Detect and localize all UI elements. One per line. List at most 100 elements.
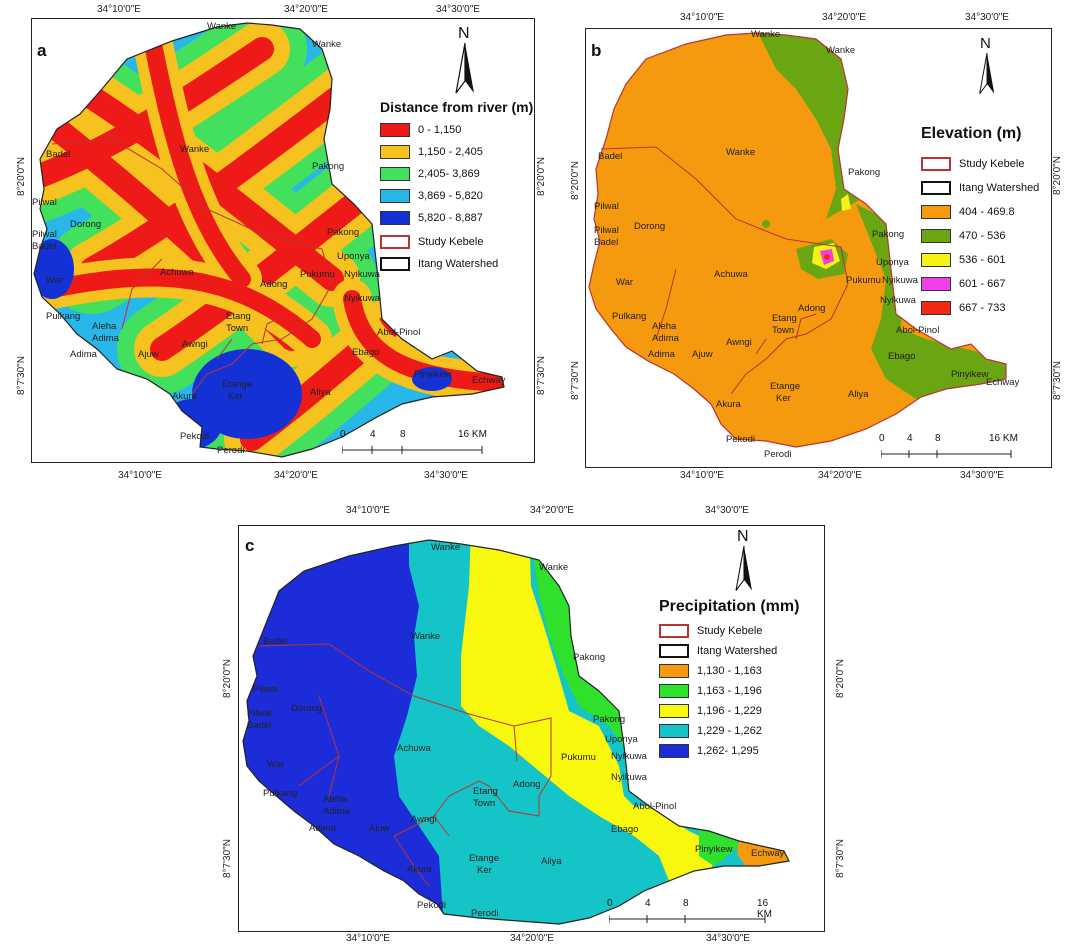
place-label: Awngi [182, 339, 208, 350]
place-label: Ker [776, 393, 791, 404]
place-label: Wanke [539, 562, 569, 573]
place-label: Abol-Pinol [896, 325, 940, 336]
place-label: Pinyikew [695, 844, 733, 855]
place-label: Pinyikew [951, 369, 989, 380]
legend-swatch [380, 257, 410, 271]
precipitation-map [242, 539, 790, 925]
place-label: Wanke [751, 29, 781, 40]
coord-label: 8°20'0"N [222, 659, 233, 698]
place-label: Achuwa [714, 269, 748, 280]
legend-item: 1,130 - 1,163 [659, 664, 762, 678]
coord-label: 34°20'0"E [818, 470, 862, 481]
place-label: Nyikuwa [344, 293, 380, 304]
place-label: Aleha [652, 321, 677, 332]
place-label: Ajuw [138, 349, 159, 360]
legend-swatch [921, 301, 951, 315]
place-label: Wanke [411, 631, 441, 642]
place-label: Pakong [872, 229, 905, 240]
place-label: Achuwa [160, 267, 194, 278]
coord-label: 34°20'0"E [530, 505, 574, 516]
map-panel-b: b N Elevation (m) Study Kebele Itang Wat… [585, 28, 1052, 468]
legend-title-c: Precipitation (mm) [659, 598, 800, 615]
place-label: Aliya [310, 387, 331, 398]
place-label: Adong [798, 303, 826, 314]
place-label: Pulkang [46, 311, 81, 322]
place-label: Pukumu [561, 752, 596, 763]
legend-item: 1,262- 1,295 [659, 744, 759, 758]
place-label: Akura [716, 399, 741, 410]
legend-swatch [380, 167, 410, 181]
place-label: Pulkang [263, 788, 298, 799]
legend-item: 1,150 - 2,405 [380, 145, 483, 159]
place-label: Dorong [291, 703, 323, 714]
place-label: Pilwal [594, 201, 619, 212]
legend-swatch [659, 684, 689, 698]
legend-title-a: Distance from river (m) [380, 99, 534, 115]
map-panel-c: c N Precipitation (mm) Study Kebele Itan… [238, 525, 825, 932]
place-label: Uponya [337, 251, 370, 262]
place-label: Wanke [207, 21, 237, 32]
legend-swatch [659, 644, 689, 658]
place-label: Adima [70, 349, 97, 360]
coord-label: 8°7'30"N [570, 361, 581, 400]
place-label: Badel [594, 237, 619, 248]
place-label: Adima [648, 349, 675, 360]
place-label: Ker [228, 391, 243, 402]
coord-label: 8°20'0"N [835, 659, 846, 698]
legend-swatch [659, 704, 689, 718]
legend-swatch [380, 235, 410, 249]
place-label: Abol-Pinol [377, 327, 421, 338]
coord-label: 8°20'0"N [536, 157, 547, 196]
place-label: Pilwal [594, 225, 619, 236]
north-arrow-icon: N [972, 35, 1002, 95]
panel-label-b: b [591, 41, 602, 60]
legend-title-b: Elevation (m) [921, 125, 1022, 142]
coord-label: 34°30'0"E [965, 12, 1009, 23]
place-label: Etang [772, 313, 797, 324]
place-label: Pukumu [300, 269, 335, 280]
place-label: Pilwal [32, 197, 57, 208]
place-label: Town [473, 798, 496, 809]
legend-item: 3,869 - 5,820 [380, 189, 483, 203]
place-label: Aleha [92, 321, 117, 332]
scale-bar: 0 4 8 16 KM [607, 898, 772, 923]
legend-item: 601 - 667 [921, 277, 1005, 291]
legend-item: 667 - 733 [921, 301, 1005, 315]
legend-swatch [380, 123, 410, 137]
place-label: Echway [986, 377, 1020, 388]
place-label: Awngi [726, 337, 752, 348]
legend-swatch [380, 211, 410, 225]
legend-item: 2,405- 3,869 [380, 167, 480, 181]
coord-label: 8°7'30"N [835, 839, 846, 878]
place-label: Perodi [217, 445, 245, 456]
place-label: Pekodi [417, 900, 447, 911]
coord-label: 34°10'0"E [680, 470, 724, 481]
place-label: Town [226, 323, 249, 334]
legend-swatch [380, 189, 410, 203]
coord-label: 34°20'0"E [284, 4, 328, 15]
place-label: Pinyikew [414, 369, 452, 380]
north-arrow-icon: N [450, 25, 480, 95]
place-label: Badel [32, 241, 57, 252]
legend-swatch [659, 624, 689, 638]
legend-swatch [921, 229, 951, 243]
legend-swatch [380, 145, 410, 159]
legend-swatch [921, 277, 951, 291]
north-label: N [737, 528, 749, 545]
place-label: Badel [247, 720, 272, 731]
place-label: Nyikuwa [611, 751, 647, 762]
place-label: Pakong [593, 714, 626, 725]
scale-bar: 0 4 8 16 KM [340, 429, 487, 454]
legend-item: 536 - 601 [921, 253, 1005, 267]
place-label: Pilwal [247, 708, 272, 719]
place-label: Etange [469, 853, 500, 864]
legend-item: 1,196 - 1,229 [659, 704, 762, 718]
place-label: Ebago [352, 347, 380, 358]
place-label: Pakong [312, 161, 345, 172]
coord-label: 34°10'0"E [680, 12, 724, 23]
place-label: Town [772, 325, 795, 336]
place-label: Perodi [764, 449, 792, 460]
place-label: Nyikuwa [880, 295, 916, 306]
legend-item: Itang Watershed [921, 181, 1039, 195]
place-label: Adima [92, 333, 119, 344]
